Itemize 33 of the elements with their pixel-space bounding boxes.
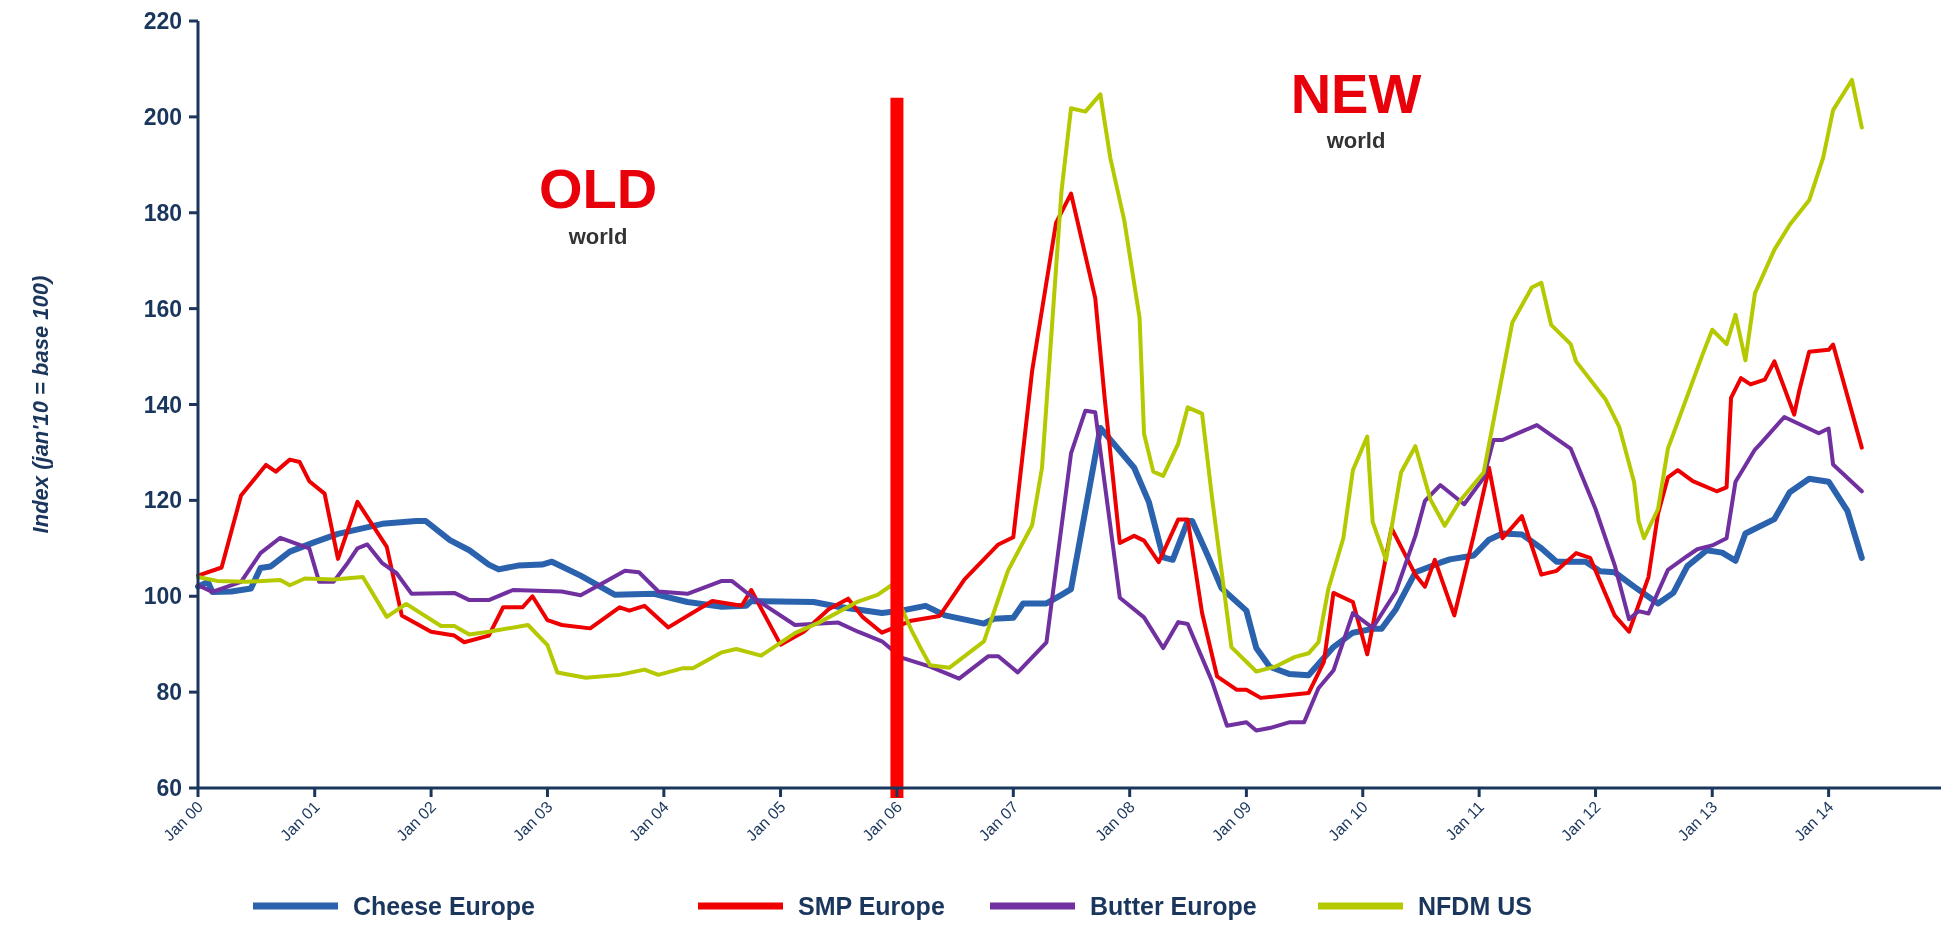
y-tick-label: 80 bbox=[156, 679, 182, 706]
y-tick-label: 180 bbox=[143, 199, 182, 226]
x-tick-label: Jan 13 bbox=[1674, 798, 1721, 845]
y-axis-title: Index (jan'10 = base 100) bbox=[28, 275, 53, 534]
annotation: OLD bbox=[538, 157, 658, 220]
annotation: NEW bbox=[1290, 62, 1422, 125]
y-tick-label: 160 bbox=[143, 295, 182, 322]
x-tick-label: Jan 10 bbox=[1324, 798, 1371, 845]
x-tick-label: Jan 04 bbox=[625, 798, 673, 845]
x-tick-label: Jan 08 bbox=[1091, 798, 1138, 845]
legend-label: Cheese Europe bbox=[353, 891, 536, 920]
x-tick-label: Jan 01 bbox=[276, 798, 323, 845]
x-tick-label: Jan 05 bbox=[742, 798, 789, 845]
x-tick-label: Jan 12 bbox=[1557, 798, 1604, 845]
legend-label: SMP Europe bbox=[798, 891, 945, 920]
x-tick-label: Jan 14 bbox=[1790, 798, 1837, 845]
x-tick-label: Jan 09 bbox=[1208, 798, 1255, 845]
line-series bbox=[196, 408, 1864, 733]
legend-label: Butter Europe bbox=[1090, 891, 1257, 920]
line-series bbox=[196, 77, 1864, 680]
y-tick-label: 200 bbox=[143, 103, 182, 130]
x-tick-label: Jan 03 bbox=[509, 798, 556, 845]
y-tick-label: 140 bbox=[143, 391, 182, 418]
annotation: world bbox=[1325, 128, 1386, 153]
annotation: world bbox=[567, 224, 628, 249]
y-tick-label: 100 bbox=[143, 583, 182, 610]
x-tick-label: Jan 06 bbox=[859, 798, 906, 845]
x-tick-label: Jan 07 bbox=[975, 798, 1022, 845]
y-tick-label: 220 bbox=[143, 8, 182, 35]
legend-label: NFDM US bbox=[1418, 891, 1532, 920]
x-tick-label: Jan 11 bbox=[1442, 798, 1488, 844]
y-tick-label: 120 bbox=[143, 487, 182, 514]
x-tick-label: Jan 02 bbox=[393, 798, 440, 845]
